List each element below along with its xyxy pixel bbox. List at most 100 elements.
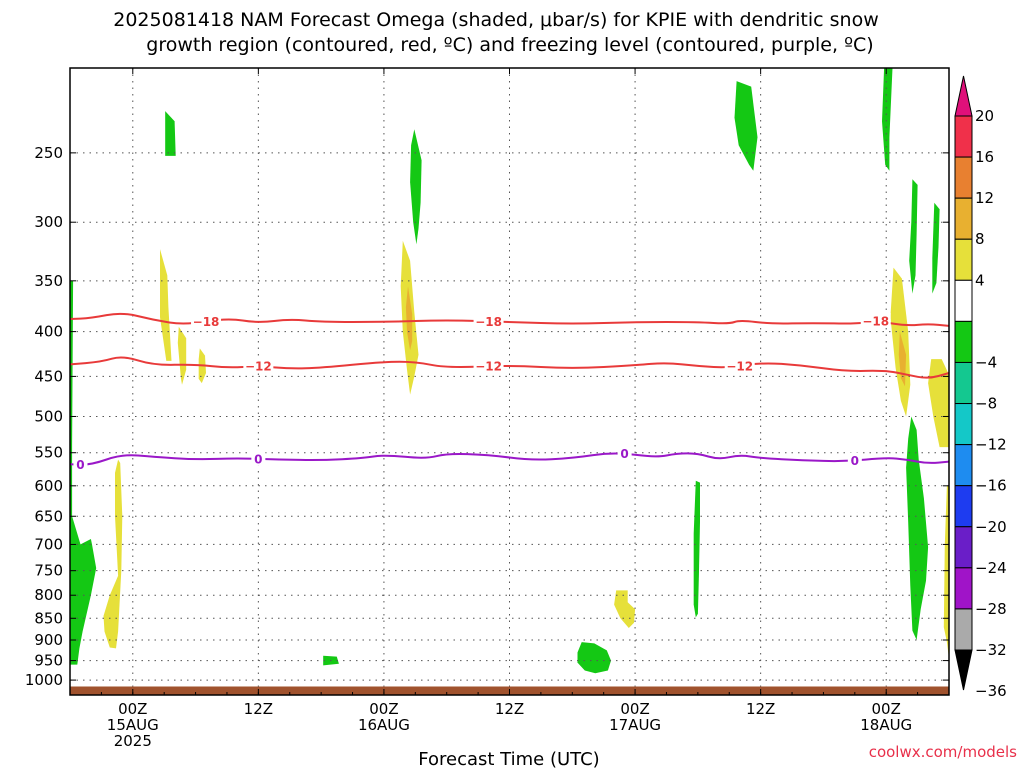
- x-tick-label: 00Z: [620, 700, 649, 718]
- contour-label: 0: [620, 447, 628, 461]
- chart-title-line-2: growth region (contoured, red, ºC) and f…: [146, 34, 873, 56]
- colorbar-bin: [954, 608, 973, 651]
- colorbar-tick-label: −20: [975, 518, 1007, 536]
- y-tick-label: 500: [34, 407, 63, 425]
- y-tick-label: 1000: [25, 671, 63, 689]
- contour-label-bg: [473, 313, 504, 329]
- omega-region: [906, 416, 929, 640]
- y-axis: 250 300 350 400 450 500 550 600 650 700 750 800 850 9…: [25, 144, 949, 689]
- x-tick-label: 17AUG: [609, 716, 661, 734]
- colorbar-bin: [954, 156, 973, 199]
- colorbar-bottom-arrow: [954, 649, 973, 691]
- contour-label-bg: [617, 445, 632, 461]
- y-tick-label: 950: [34, 652, 63, 670]
- omega-region: [614, 590, 636, 628]
- x-axis-title: Forecast Time (UTC): [418, 749, 599, 768]
- contour-label: 0: [851, 454, 859, 468]
- omega-region: [882, 68, 893, 171]
- x-tick-label: 18AUG: [860, 716, 912, 734]
- y-tick-label: 800: [34, 586, 63, 604]
- y-tick-label: 400: [34, 323, 63, 341]
- colorbar-tick-label: 12: [975, 189, 994, 207]
- colorbar-bin: [954, 115, 973, 158]
- y-tick-label: 300: [34, 213, 63, 231]
- x-tick-label: 2025: [114, 732, 152, 750]
- contour-label-bg: [251, 450, 266, 466]
- x-tick-label: 12Z: [495, 700, 524, 718]
- contour-label-bg: [473, 358, 504, 374]
- colorbar-bin: [954, 444, 973, 487]
- y-tick-label: 550: [34, 444, 63, 462]
- omega-region: [160, 249, 172, 361]
- colorbar-bin: [954, 197, 973, 240]
- y-tick-label: 600: [34, 477, 63, 495]
- colorbar-bin: [954, 279, 973, 322]
- omega-region: [928, 359, 949, 448]
- omega-region: [103, 459, 123, 649]
- colorbar-tick-label: 8: [975, 230, 985, 248]
- x-tick-label: 15AUG: [107, 716, 159, 734]
- colorbar-top-arrow: [954, 75, 973, 117]
- contour-label: −18: [862, 315, 889, 329]
- colorbar-tick-label: −32: [975, 641, 1007, 659]
- colorbar-tick-label: −24: [975, 559, 1007, 577]
- x-tick-label: 16AUG: [358, 716, 410, 734]
- x-tick-label: 00Z: [872, 700, 901, 718]
- omega-region: [693, 480, 700, 618]
- omega-region: [577, 642, 611, 674]
- contour-label-bg: [73, 456, 88, 472]
- colorbar-tick-label: 4: [975, 271, 985, 289]
- contour-label: 0: [76, 458, 84, 472]
- omega-region: [165, 111, 176, 156]
- x-tick-label: 12Z: [746, 700, 775, 718]
- x-tick-label: 00Z: [369, 700, 398, 718]
- contour-label-bg: [191, 313, 222, 329]
- colorbar-tick-label: −28: [975, 600, 1007, 618]
- colorbar-bin: [954, 361, 973, 405]
- omega-region: [909, 179, 918, 294]
- omega-region: [410, 129, 422, 245]
- contour-label: −18: [193, 315, 220, 329]
- y-tick-label: 350: [34, 272, 63, 290]
- colorbar-tick-label: −4: [975, 353, 997, 371]
- colorbar-tick-label: −16: [975, 477, 1007, 495]
- colorbar-tick-label: −12: [975, 436, 1007, 454]
- contour-label-bg: [847, 452, 862, 468]
- omega-shading-layer: [70, 68, 949, 674]
- y-tick-label: 750: [34, 562, 63, 580]
- contour-label: 0: [254, 452, 262, 466]
- x-tick-label: 00Z: [118, 700, 147, 718]
- chart-title-line-1: 2025081418 NAM Forecast Omega (shaded, μ…: [113, 9, 878, 31]
- chart-title: 2025081418 NAM Forecast Omega (shaded, μ…: [113, 9, 878, 56]
- omega-region: [932, 202, 940, 294]
- grid-lines: [70, 68, 949, 695]
- colorbar-tick-label: −8: [975, 395, 997, 413]
- colorbar-bin: [954, 526, 973, 569]
- colorbar-bin: [954, 403, 973, 446]
- colorbar-bin: [954, 320, 973, 363]
- contour-layer: −18 −18 −18 −12 −12 −12 0 0 0 0: [70, 312, 949, 472]
- omega-region: [405, 286, 413, 351]
- y-tick-label: 250: [34, 144, 63, 162]
- colorbar-bin: [954, 485, 973, 528]
- contour-label: −12: [726, 360, 753, 374]
- colorbar-tick-label: 16: [975, 148, 994, 166]
- contour-label: −12: [245, 360, 272, 374]
- y-tick-label: 650: [34, 507, 63, 525]
- contour-line: [70, 312, 949, 327]
- colorbar-bin: [954, 238, 973, 281]
- contour-label-bg: [860, 313, 891, 329]
- y-tick-label: 850: [34, 609, 63, 627]
- omega-region: [177, 326, 187, 385]
- contour-label: −18: [475, 315, 502, 329]
- contour-line: [70, 452, 949, 466]
- omega-region: [943, 485, 949, 659]
- colorbar: 20 16 12 8 4 −4 −8 −12 −16 −20 −24 −28 −32 −36: [954, 75, 1007, 700]
- omega-region: [734, 81, 758, 171]
- contour-label-bg: [243, 358, 274, 374]
- y-tick-label: 900: [34, 631, 63, 649]
- contour-label-bg: [724, 358, 755, 374]
- watermark: coolwx.com/models: [869, 743, 1017, 761]
- omega-region: [70, 280, 97, 665]
- colorbar-tick-label: −36: [975, 682, 1007, 700]
